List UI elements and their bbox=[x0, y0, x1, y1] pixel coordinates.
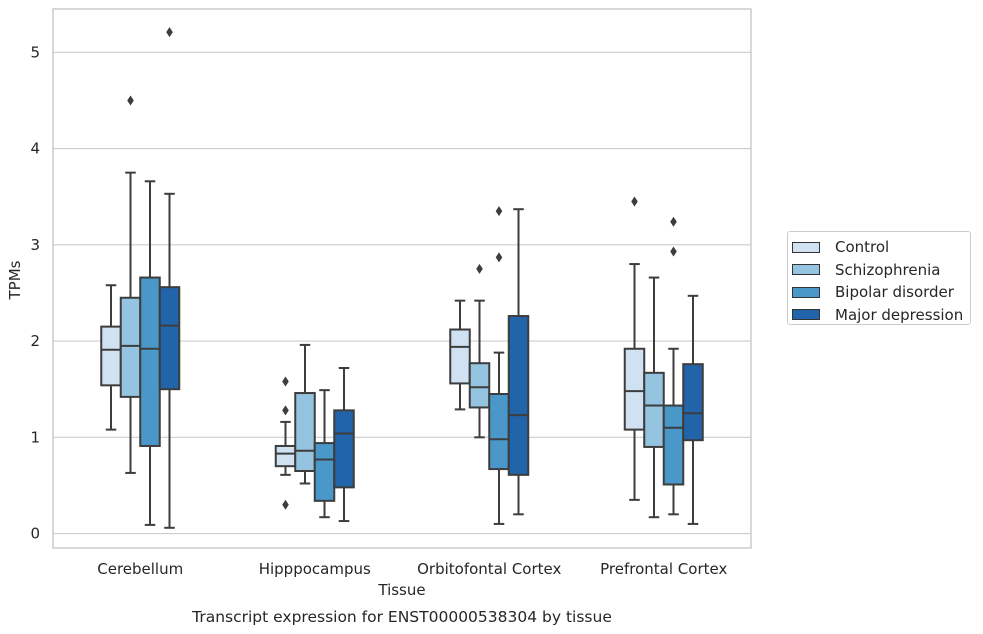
box-body bbox=[274, 444, 297, 468]
legend-label: Control bbox=[835, 238, 890, 257]
box-body bbox=[662, 404, 685, 486]
box-body bbox=[643, 371, 665, 448]
legend-item: Control bbox=[792, 236, 970, 259]
x-tick-label: Orbitofontal Cortex bbox=[417, 560, 561, 578]
legend-swatch bbox=[792, 264, 820, 276]
chart-caption: Transcript expression for ENST0000053830… bbox=[191, 608, 612, 626]
legend-item: Major depression bbox=[792, 304, 970, 327]
outlier-point bbox=[282, 376, 289, 387]
box-body bbox=[294, 392, 316, 473]
outlier-point bbox=[670, 246, 677, 257]
box-body bbox=[333, 409, 355, 489]
box-2-3 bbox=[507, 208, 530, 516]
outlier-point bbox=[282, 499, 289, 510]
box-1-1 bbox=[294, 343, 316, 485]
box-0-2 bbox=[139, 180, 161, 526]
box-body bbox=[100, 325, 122, 387]
box-3-2 bbox=[662, 216, 685, 516]
box-1-3 bbox=[333, 367, 355, 523]
box-0-3 bbox=[158, 27, 181, 529]
box-body bbox=[682, 363, 704, 442]
box-1-0 bbox=[274, 376, 297, 510]
box-body bbox=[313, 442, 336, 502]
y-tick-label: 0 bbox=[30, 525, 40, 543]
y-tick-label: 5 bbox=[30, 43, 40, 61]
outlier-point bbox=[670, 216, 677, 227]
box-2-2 bbox=[488, 206, 510, 525]
legend-label: Bipolar disorder bbox=[835, 283, 954, 302]
box-3-1 bbox=[643, 276, 665, 519]
outlier-point bbox=[282, 405, 289, 416]
box-body bbox=[119, 296, 142, 398]
outlier-point bbox=[631, 196, 638, 207]
y-tick-label: 3 bbox=[30, 236, 40, 254]
box-body bbox=[158, 286, 181, 391]
outlier-point bbox=[127, 95, 134, 106]
outlier-point bbox=[495, 206, 503, 217]
legend: Control Schizophrenia Bipolar disorder Majo… bbox=[787, 231, 971, 325]
outlier-point bbox=[166, 27, 173, 38]
y-axis-label: TPMs bbox=[6, 260, 24, 300]
y-tick-label: 4 bbox=[30, 140, 40, 158]
y-tick-label: 1 bbox=[30, 428, 40, 446]
box-2-1 bbox=[468, 263, 491, 439]
box-body bbox=[488, 393, 510, 471]
x-axis-label: Tissue bbox=[377, 581, 425, 599]
legend-swatch bbox=[792, 286, 820, 298]
outlier-point bbox=[476, 263, 483, 274]
box-body bbox=[139, 276, 161, 447]
x-tick-label: Prefrontal Cortex bbox=[600, 560, 727, 578]
y-axis-ticks: 0 1 2 3 4 5 bbox=[30, 43, 40, 542]
box-body bbox=[468, 362, 491, 409]
boxes bbox=[100, 27, 704, 529]
legend-swatch bbox=[792, 241, 820, 253]
x-tick-label: Hipppocampus bbox=[259, 560, 371, 578]
box-2-0 bbox=[449, 299, 471, 411]
legend-item: Bipolar disorder bbox=[792, 281, 970, 304]
outlier-point bbox=[495, 252, 503, 263]
legend-swatch bbox=[792, 309, 820, 321]
box-0-0 bbox=[100, 284, 122, 431]
legend-label: Major depression bbox=[835, 305, 964, 324]
box-body bbox=[507, 315, 530, 476]
box-0-1 bbox=[119, 95, 142, 474]
x-tick-label: Cerebellum bbox=[97, 560, 183, 578]
box-3-3 bbox=[682, 294, 704, 525]
y-tick-label: 2 bbox=[30, 332, 40, 350]
box-body bbox=[449, 328, 471, 385]
box-1-2 bbox=[313, 389, 336, 519]
box-body bbox=[623, 347, 646, 431]
box-3-0 bbox=[623, 196, 646, 501]
plot-frame bbox=[52, 8, 752, 549]
legend-item: Schizophrenia bbox=[792, 259, 970, 282]
x-axis-ticks: Cerebellum Hipppocampus Orbitofontal Corte… bbox=[97, 560, 727, 578]
legend-label: Schizophrenia bbox=[835, 260, 941, 279]
